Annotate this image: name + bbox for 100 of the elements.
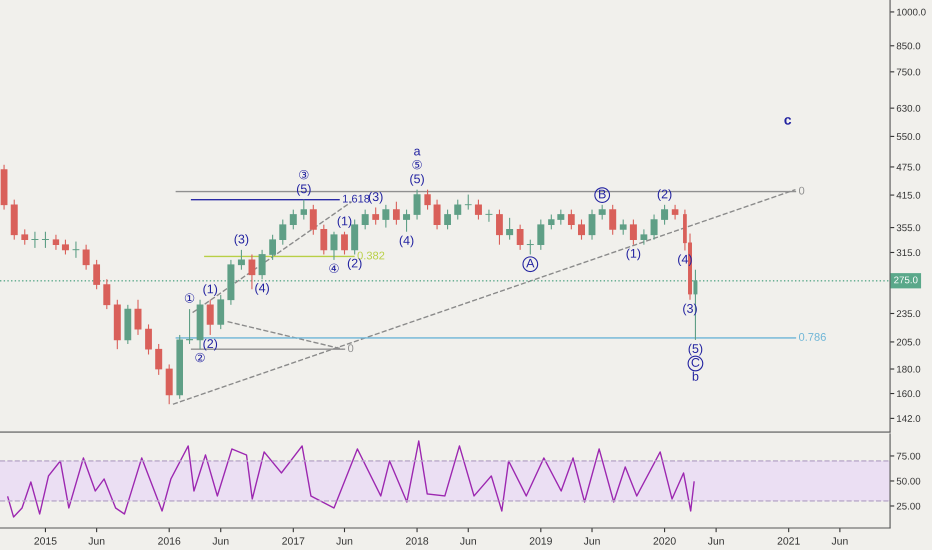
- x-tick-label: 2017: [282, 537, 304, 545]
- x-tick-label: 2020: [654, 537, 676, 545]
- annotation: A: [526, 258, 534, 268]
- annotation: (4): [400, 236, 414, 248]
- candlestick: [414, 189, 421, 220]
- annotation: ①: [184, 293, 194, 303]
- x-tick-label: 2018: [406, 537, 428, 545]
- annotation: (5): [296, 184, 311, 196]
- candlestick: [506, 217, 514, 240]
- y-tick-label: 205.0: [896, 338, 920, 346]
- candlestick: [578, 218, 586, 240]
- candlestick: [434, 199, 441, 230]
- x-tick-label: 2021: [778, 537, 800, 545]
- annotation: ②: [195, 352, 205, 362]
- annotation: (4): [255, 283, 269, 295]
- candlestick: [31, 231, 38, 248]
- y-tick-label: 630.0: [896, 104, 920, 112]
- candlestick: [362, 209, 369, 230]
- candlestick: [630, 218, 637, 246]
- annotation: (1): [626, 248, 640, 260]
- y-tick-label: 75.00: [896, 452, 920, 460]
- candlestick: [62, 239, 69, 256]
- annotation: (2): [658, 189, 672, 201]
- candlestick: [238, 249, 245, 270]
- candlestick: [588, 209, 596, 240]
- candlestick: [145, 324, 152, 356]
- annotation: (3): [368, 192, 383, 204]
- candlestick: [526, 239, 534, 256]
- y-tick-label: 850.0: [896, 42, 920, 50]
- candlestick: [103, 278, 110, 310]
- x-tick-label: 2016: [158, 537, 180, 545]
- candlestick: [620, 218, 627, 236]
- candlestick: [93, 259, 100, 290]
- annotation: b: [692, 372, 698, 381]
- candlestick: [290, 209, 297, 230]
- candlestick: [496, 209, 503, 246]
- candlestick: [661, 204, 668, 226]
- annotation: ③: [299, 170, 308, 180]
- series-label: 0.786: [798, 333, 826, 341]
- candlestick: [42, 231, 49, 248]
- x-tick-label: Jun: [88, 537, 104, 545]
- y-tick-label: 235.0: [896, 310, 920, 318]
- annotation: ⑤: [412, 160, 422, 170]
- x-tick-label: Jun: [460, 537, 476, 545]
- candlestick: [320, 224, 328, 256]
- candlestick: [341, 231, 348, 256]
- x-tick-label: Jun: [584, 537, 600, 545]
- candlestick: [279, 218, 286, 246]
- annotation: (5): [688, 344, 702, 356]
- candlestick: [650, 214, 658, 240]
- ref-line-label: 275.0: [894, 276, 918, 284]
- candlestick: [155, 343, 162, 376]
- y-tick-label: 475.0: [896, 164, 920, 171]
- series-label: 0.382: [358, 252, 384, 260]
- y-tick-label: 50.00: [896, 478, 920, 485]
- y-tick-label: 160.0: [897, 390, 920, 398]
- candlestick: [300, 199, 308, 220]
- series-label: 0: [798, 186, 804, 195]
- candlestick: [640, 228, 648, 246]
- candlestick: [21, 228, 28, 246]
- series-label: 0: [348, 344, 354, 352]
- candlestick: [310, 204, 317, 236]
- candlestick: [330, 231, 338, 260]
- x-tick-label: 2015: [34, 537, 57, 545]
- x-tick-label: Jun: [212, 537, 228, 545]
- y-tick-label: 550.0: [896, 133, 920, 140]
- annotation: (3): [234, 234, 248, 246]
- annotation: (1): [203, 284, 218, 296]
- candlestick: [568, 209, 575, 230]
- candlestick: [485, 209, 492, 222]
- series-label: 1.618: [343, 194, 370, 203]
- y-tick-label: 355.0: [896, 224, 920, 232]
- line-series: [7, 440, 695, 518]
- candlestick: [372, 206, 380, 226]
- candlestick: [72, 240, 80, 258]
- y-tick-label: 415.0: [896, 192, 920, 199]
- annotation: a: [414, 148, 421, 156]
- y-tick-label: 142.0: [897, 415, 920, 422]
- candlestick: [557, 209, 564, 226]
- y-tick-label: 1000.0: [897, 8, 926, 16]
- annotation: (5): [410, 174, 424, 186]
- candlestick: [269, 234, 276, 260]
- annotation: (1): [338, 216, 352, 228]
- annotation: (2): [348, 258, 362, 270]
- candlestick: [474, 199, 482, 220]
- annotation: C: [692, 358, 700, 367]
- y-tick-label: 25.00: [896, 502, 920, 510]
- candlestick: [537, 218, 544, 250]
- candlestick: [134, 299, 142, 336]
- y-tick-label: 180.0: [897, 366, 920, 373]
- candlestick: [424, 189, 431, 210]
- candlestick: [52, 234, 60, 250]
- candlestick: [444, 209, 451, 230]
- annotation: ④: [329, 264, 339, 273]
- y-tick-label: 750.0: [896, 68, 920, 76]
- annotation: c: [784, 117, 792, 125]
- candlestick: [403, 209, 410, 232]
- candlestick: [548, 214, 555, 230]
- candlestick: [248, 254, 256, 290]
- annotation: B: [599, 190, 606, 198]
